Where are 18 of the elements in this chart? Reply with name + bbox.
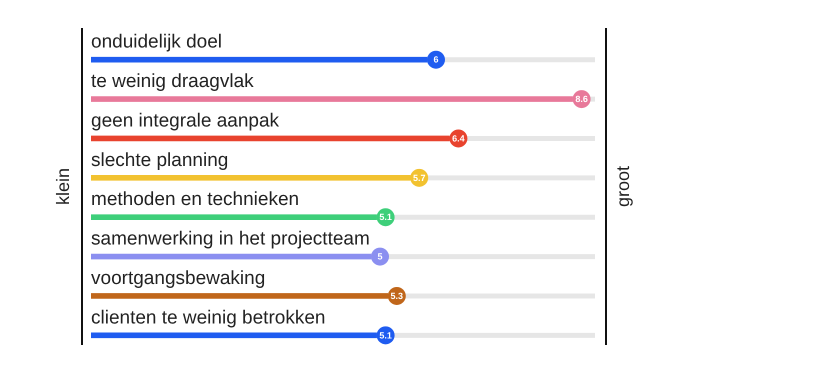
y-tick-label: onduidelijk doel — [91, 32, 222, 53]
data-label: 6.4 — [452, 133, 465, 144]
y-tick-label: clienten te weinig betrokken — [91, 307, 326, 328]
data-label: 6 — [433, 54, 439, 65]
y-tick-label: samenwerking in het projectteam — [91, 228, 370, 250]
y-tick-label: slechte planning — [91, 150, 228, 171]
data-label: 5.3 — [390, 290, 404, 301]
y-tick-label: geen integrale aanpak — [91, 110, 280, 132]
data-label: 8.6 — [575, 94, 588, 104]
data-label: 5.7 — [412, 172, 426, 183]
y-tick-label: methoden en technieken — [91, 189, 300, 210]
data-label: 5 — [377, 252, 383, 262]
data-label: 5.1 — [379, 212, 392, 222]
y2-axis-title: groot — [612, 166, 633, 208]
y-tick-label: voortgangsbewaking — [91, 268, 266, 289]
y-axis-title: klein — [52, 168, 73, 206]
data-label: 5.1 — [379, 330, 392, 340]
y-tick-label: te weinig draagvlak — [91, 71, 254, 92]
